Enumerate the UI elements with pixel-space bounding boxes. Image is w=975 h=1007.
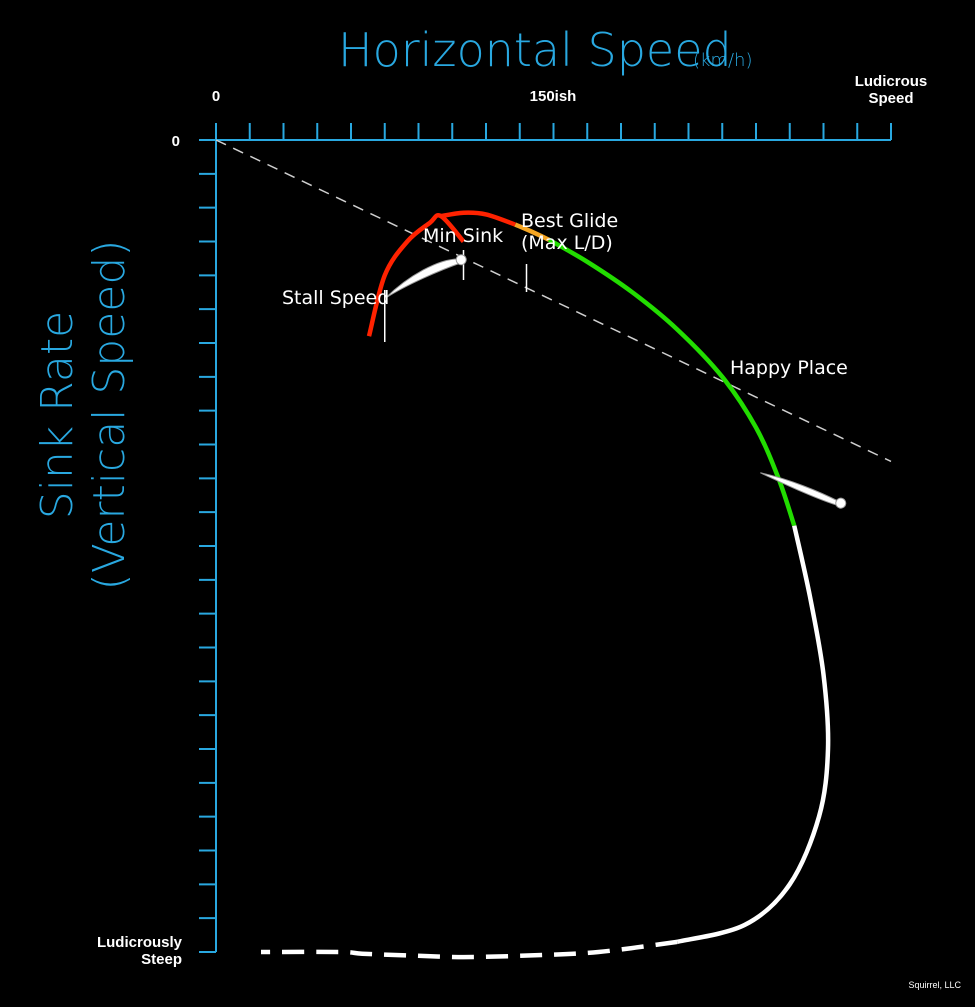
glider-icon — [384, 254, 467, 299]
chart-title-main: Horizontal Speed — [338, 23, 732, 77]
y-axis-ticks — [199, 139, 216, 953]
x-tick-label-150ish: 150ish — [530, 88, 577, 105]
y-axis-label: Sink Rate (Vertical Speed) — [32, 240, 135, 591]
chart-title: Horizontal Speed — [338, 23, 732, 77]
polar-curve-segment-5 — [260, 939, 678, 960]
polar-curve — [260, 210, 831, 960]
y-tick-label-ludicrously-line1: Ludicrously — [97, 934, 183, 951]
best-glide-tangent-line — [215, 139, 892, 463]
happy-place-label: Happy Place — [730, 357, 848, 379]
polar-curve-segment-4 — [676, 525, 831, 945]
x-tick-label-ludicrous-line1: Ludicrous — [855, 73, 928, 90]
x-axis-ticks — [215, 123, 892, 140]
best-glide-label-line2: (Max L/D) — [521, 232, 613, 254]
x-tick-label-ludicrous-line2: Speed — [868, 90, 913, 107]
polar-curve-segment-2 — [514, 222, 550, 242]
y-axis-label-line1: Sink Rate — [32, 311, 83, 519]
chart-title-unit: (km/h) — [693, 50, 752, 71]
polar-curve-segment-3 — [547, 237, 797, 527]
glider-icon — [760, 472, 847, 509]
y-axis-label-line2: (Vertical Speed) — [84, 240, 135, 591]
x-tick-label-0: 0 — [212, 88, 220, 105]
y-tick-label-0: 0 — [172, 133, 180, 150]
min-sink-label: Min Sink — [423, 225, 503, 247]
polar-curve-segment-1 — [440, 210, 517, 227]
best-glide-label-line1: Best Glide — [521, 210, 618, 232]
y-tick-label-ludicrously-line2: Steep — [141, 951, 182, 968]
stall-speed-label: Stall Speed — [282, 287, 389, 309]
credit-label: Squirrel, LLC — [908, 980, 961, 990]
